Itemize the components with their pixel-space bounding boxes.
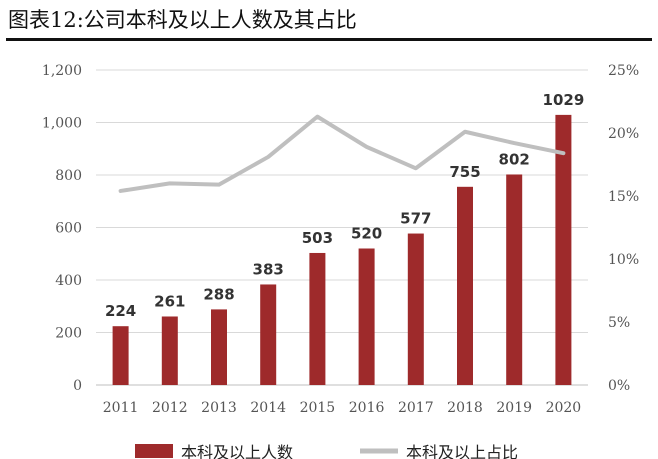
bar bbox=[211, 309, 227, 385]
x-tick-label: 2013 bbox=[201, 400, 237, 416]
x-tick-label: 2019 bbox=[496, 400, 532, 416]
x-tick-label: 2015 bbox=[300, 400, 336, 416]
bar bbox=[309, 252, 326, 385]
right-tick-label: 20% bbox=[608, 126, 639, 142]
data-label: 1029 bbox=[543, 91, 585, 109]
x-tick-label: 2016 bbox=[349, 400, 385, 416]
right-tick-label: 15% bbox=[608, 189, 639, 205]
data-label: 520 bbox=[351, 225, 382, 243]
data-label: 755 bbox=[449, 163, 480, 181]
bar bbox=[260, 284, 277, 385]
title-rule bbox=[6, 38, 652, 41]
left-tick-label: 200 bbox=[55, 326, 82, 342]
legend-line-label: 本科及以上占比 bbox=[406, 443, 518, 459]
x-tick-label: 2014 bbox=[250, 400, 286, 416]
x-tick-label: 2018 bbox=[447, 400, 483, 416]
right-tick-label: 25% bbox=[608, 63, 639, 79]
x-tick-label: 2020 bbox=[546, 400, 582, 416]
ratio-line bbox=[118, 114, 566, 193]
bar bbox=[161, 316, 178, 385]
right-tick-label: 5% bbox=[608, 315, 630, 331]
x-tick-label: 2017 bbox=[398, 400, 434, 416]
left-tick-label: 1,000 bbox=[42, 116, 82, 132]
x-tick-label: 2012 bbox=[152, 400, 188, 416]
right-tick-label: 10% bbox=[608, 252, 639, 268]
data-label: 802 bbox=[499, 150, 530, 168]
data-label: 577 bbox=[400, 210, 431, 228]
x-tick-label: 2011 bbox=[103, 400, 139, 416]
data-label: 383 bbox=[253, 260, 284, 278]
data-label: 224 bbox=[105, 302, 136, 320]
left-tick-label: 0 bbox=[73, 378, 82, 394]
bar bbox=[457, 186, 473, 385]
chart-title: 图表12:公司本科及以上人数及其占比 bbox=[8, 8, 357, 32]
left-tick-label: 800 bbox=[55, 168, 82, 184]
legend-bar-swatch bbox=[135, 444, 173, 458]
data-label: 261 bbox=[154, 292, 185, 310]
bar bbox=[112, 326, 129, 385]
legend-bar-label: 本科及以上人数 bbox=[181, 443, 293, 459]
bar bbox=[358, 248, 375, 385]
left-tick-label: 600 bbox=[55, 221, 82, 237]
data-label: 288 bbox=[203, 285, 234, 303]
bar bbox=[506, 174, 523, 385]
right-tick-label: 0% bbox=[608, 378, 630, 394]
data-label: 503 bbox=[302, 229, 333, 247]
left-tick-label: 400 bbox=[55, 273, 82, 289]
left-tick-label: 1,200 bbox=[42, 63, 82, 79]
bar bbox=[555, 114, 572, 385]
bar bbox=[407, 233, 424, 385]
